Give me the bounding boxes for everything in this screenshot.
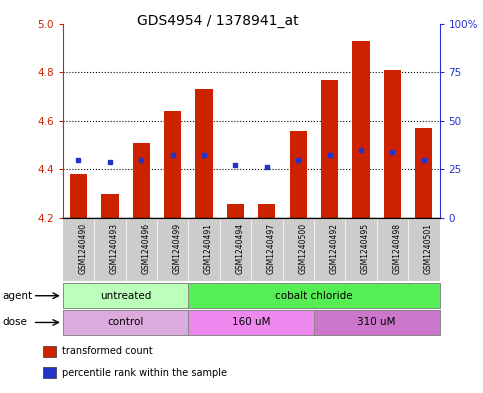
Bar <box>70 174 87 218</box>
Text: GSM1240501: GSM1240501 <box>424 223 433 274</box>
Bar <box>133 143 150 218</box>
Text: control: control <box>107 318 144 327</box>
Text: GSM1240497: GSM1240497 <box>267 223 276 274</box>
Text: agent: agent <box>2 291 32 301</box>
Text: GSM1240496: GSM1240496 <box>142 223 150 274</box>
Text: GSM1240490: GSM1240490 <box>78 223 87 274</box>
FancyBboxPatch shape <box>314 310 440 335</box>
Bar <box>258 204 275 218</box>
Bar <box>384 70 401 218</box>
Text: percentile rank within the sample: percentile rank within the sample <box>62 368 227 378</box>
Text: GSM1240493: GSM1240493 <box>110 223 119 274</box>
Text: transformed count: transformed count <box>62 346 153 356</box>
FancyBboxPatch shape <box>188 220 220 281</box>
FancyBboxPatch shape <box>94 220 126 281</box>
Text: GSM1240494: GSM1240494 <box>236 223 244 274</box>
Bar <box>196 89 213 218</box>
Bar <box>43 367 56 378</box>
FancyBboxPatch shape <box>63 220 94 281</box>
Bar <box>353 40 369 218</box>
Bar <box>43 346 56 357</box>
FancyBboxPatch shape <box>220 220 251 281</box>
Text: cobalt chloride: cobalt chloride <box>275 291 353 301</box>
FancyBboxPatch shape <box>157 220 188 281</box>
FancyBboxPatch shape <box>63 310 188 335</box>
FancyBboxPatch shape <box>408 220 440 281</box>
Bar <box>290 130 307 218</box>
FancyBboxPatch shape <box>283 220 314 281</box>
Bar <box>321 79 338 218</box>
FancyBboxPatch shape <box>188 283 440 308</box>
FancyBboxPatch shape <box>314 220 345 281</box>
Bar <box>227 204 244 218</box>
Text: GSM1240499: GSM1240499 <box>173 223 182 274</box>
FancyBboxPatch shape <box>188 310 314 335</box>
Text: 160 uM: 160 uM <box>232 318 270 327</box>
FancyBboxPatch shape <box>251 220 283 281</box>
Bar <box>415 128 432 218</box>
FancyBboxPatch shape <box>377 220 408 281</box>
Bar <box>164 111 181 218</box>
Text: dose: dose <box>2 318 28 327</box>
Text: GSM1240491: GSM1240491 <box>204 223 213 274</box>
FancyBboxPatch shape <box>63 283 188 308</box>
Bar <box>101 194 118 218</box>
Text: GSM1240495: GSM1240495 <box>361 223 370 274</box>
Text: untreated: untreated <box>100 291 151 301</box>
Text: 310 uM: 310 uM <box>357 318 396 327</box>
FancyBboxPatch shape <box>126 220 157 281</box>
Text: GSM1240498: GSM1240498 <box>393 223 401 274</box>
Text: GSM1240500: GSM1240500 <box>298 223 307 274</box>
FancyBboxPatch shape <box>345 220 377 281</box>
Text: GDS4954 / 1378941_at: GDS4954 / 1378941_at <box>137 14 298 28</box>
Text: GSM1240492: GSM1240492 <box>329 223 339 274</box>
